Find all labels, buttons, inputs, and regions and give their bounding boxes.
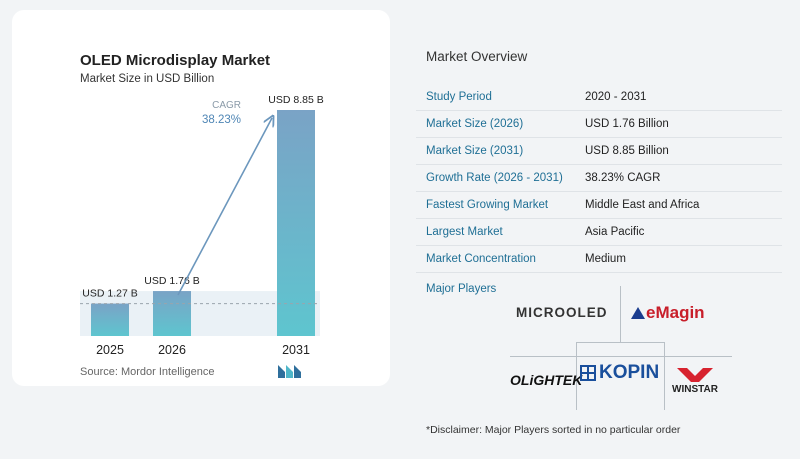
mordor-logo-icon <box>278 365 301 378</box>
overview-label: Market Concentration <box>426 253 536 265</box>
divider <box>510 356 732 357</box>
emagin-icon <box>631 307 645 319</box>
divider <box>576 342 665 343</box>
overview-label: Market Size (2026) <box>426 118 524 130</box>
overview-label: Growth Rate (2026 - 2031) <box>426 172 563 184</box>
bar-2031 <box>277 110 315 336</box>
overview-value: USD 8.85 Billion <box>585 145 669 157</box>
overview-label: Fastest Growing Market <box>426 199 549 211</box>
major-players-grid: MICROOLED eMagin OLiGHTEK KOPIN WINSTAR <box>510 286 732 410</box>
overview-row: Fastest Growing Market Middle East and A… <box>416 192 782 219</box>
overview-row: Study Period 2020 - 2031 <box>416 84 782 111</box>
chart-subtitle: Market Size in USD Billion <box>80 73 215 85</box>
overview-table: Study Period 2020 - 2031 Market Size (20… <box>416 84 782 273</box>
kopin-icon <box>580 365 596 381</box>
divider <box>620 286 621 342</box>
overview-row: Largest Market Asia Pacific <box>416 219 782 246</box>
winstar-logo: WINSTAR <box>672 366 718 395</box>
overview-label: Study Period <box>426 91 492 103</box>
value-label: USD 8.85 B <box>268 94 323 106</box>
winstar-icon <box>676 368 713 382</box>
overview-row: Market Size (2026) USD 1.76 Billion <box>416 111 782 138</box>
kopin-logo: KOPIN <box>580 362 659 384</box>
overview-label: Market Size (2031) <box>426 145 524 157</box>
value-label: USD 1.76 B <box>144 275 199 287</box>
olightek-logo: OLiGHTEK <box>510 372 583 388</box>
overview-label: Largest Market <box>426 226 503 238</box>
microoled-logo: MICROOLED <box>516 305 608 320</box>
x-tick-label: 2025 <box>96 343 124 357</box>
overview-value: Medium <box>585 253 626 265</box>
cagr-value: 38.23% <box>202 114 241 126</box>
chart-title: OLED Microdisplay Market <box>80 52 271 69</box>
emagin-logo: eMagin <box>630 303 705 323</box>
cagr-label: CAGR <box>212 100 241 111</box>
bar-2026 <box>153 291 191 336</box>
overview-value: 2020 - 2031 <box>585 91 647 103</box>
major-players-title: Major Players <box>426 283 497 295</box>
overview-value: 38.23% CAGR <box>585 172 661 184</box>
x-tick-label: 2031 <box>282 343 310 357</box>
value-label: USD 1.27 B <box>82 288 137 300</box>
source-note: Source: Mordor Intelligence <box>80 366 215 378</box>
overview-title: Market Overview <box>426 49 528 64</box>
bar-2025 <box>91 303 129 336</box>
overview-value: Asia Pacific <box>585 226 645 238</box>
overview-value: Middle East and Africa <box>585 199 700 211</box>
cagr-arrow <box>177 118 272 296</box>
divider <box>576 342 577 410</box>
overview-row: Market Size (2031) USD 8.85 Billion <box>416 138 782 165</box>
x-tick-label: 2026 <box>158 343 186 357</box>
overview-row: Market Concentration Medium <box>416 246 782 273</box>
overview-value: USD 1.76 Billion <box>585 118 669 130</box>
overview-row: Growth Rate (2026 - 2031) 38.23% CAGR <box>416 165 782 192</box>
divider <box>664 342 665 410</box>
bar-chart: USD 1.27 B 2025 USD 1.76 B 2026 USD 8.85 B 20… <box>80 94 324 357</box>
disclaimer: *Disclaimer: Major Players sorted in no … <box>426 424 681 436</box>
